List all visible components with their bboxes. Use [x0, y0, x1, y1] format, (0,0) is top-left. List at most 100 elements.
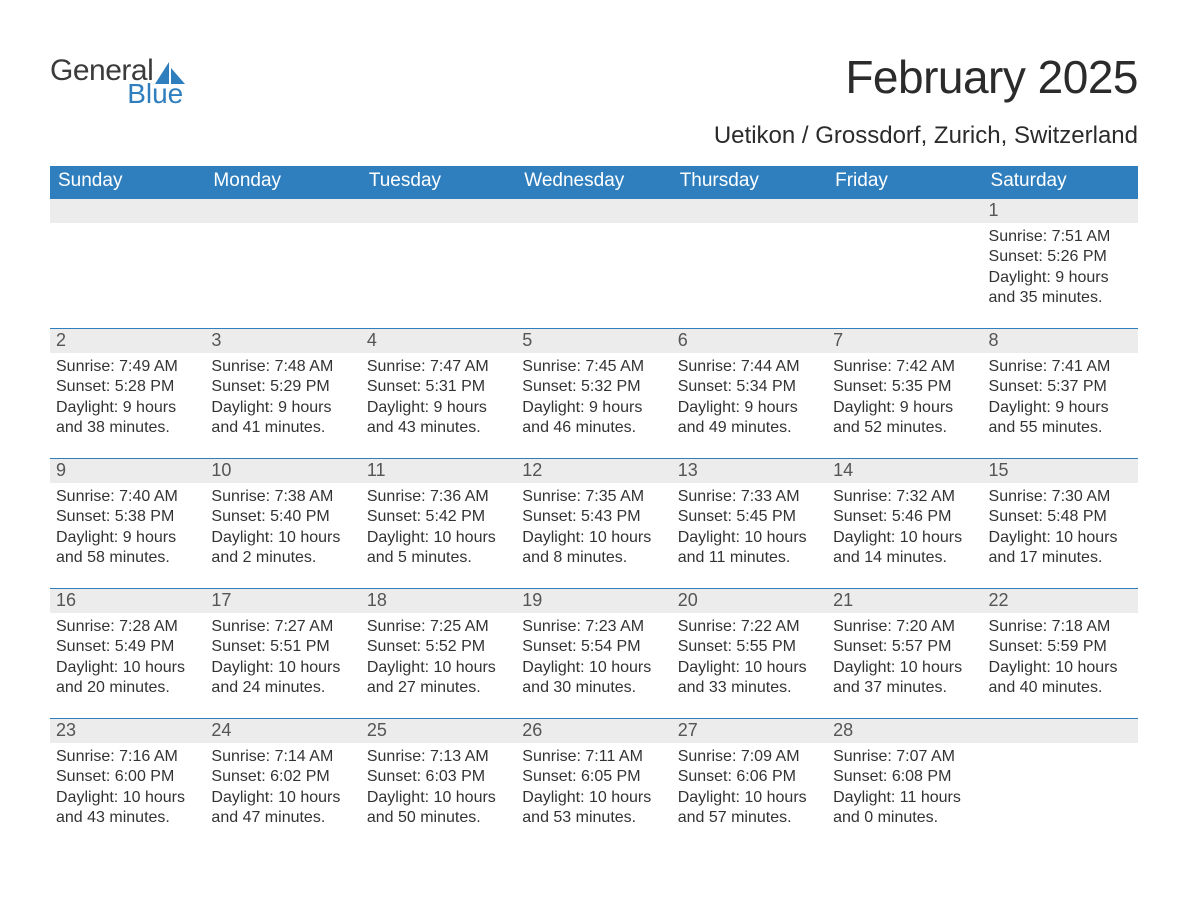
daylight-text: Daylight: 10 hours and 17 minutes. [989, 528, 1132, 569]
calendar-day-cell: 3Sunrise: 7:48 AMSunset: 5:29 PMDaylight… [205, 329, 360, 459]
month-title: February 2025 [714, 50, 1138, 104]
day-number-bar: 13 [672, 459, 827, 483]
sunrise-text: Sunrise: 7:44 AM [678, 357, 821, 377]
sunset-text: Sunset: 5:55 PM [678, 637, 821, 657]
day-body: Sunrise: 7:25 AMSunset: 5:52 PMDaylight:… [361, 613, 516, 705]
sunrise-text: Sunrise: 7:22 AM [678, 617, 821, 637]
daylight-text: Daylight: 10 hours and 5 minutes. [367, 528, 510, 569]
calendar-day-cell: 13Sunrise: 7:33 AMSunset: 5:45 PMDayligh… [672, 459, 827, 589]
calendar-day-cell: 24Sunrise: 7:14 AMSunset: 6:02 PMDayligh… [205, 719, 360, 849]
sunrise-text: Sunrise: 7:14 AM [211, 747, 354, 767]
daylight-text: Daylight: 10 hours and 11 minutes. [678, 528, 821, 569]
calendar-day-cell: 7 Sunrise: 7:42 AMSunset: 5:35 PMDaylight… [827, 329, 982, 459]
calendar-day-cell: 2Sunrise: 7:49 AMSunset: 5:28 PMDaylight… [50, 329, 205, 459]
sunrise-text: Sunrise: 7:38 AM [211, 487, 354, 507]
calendar-day-cell: 15Sunrise: 7:30 AMSunset: 5:48 PMDayligh… [983, 459, 1138, 589]
weekday-header: Monday [205, 166, 360, 199]
day-body: Sunrise: 7:13 AMSunset: 6:03 PMDaylight:… [361, 743, 516, 835]
day-body: Sunrise: 7:28 AMSunset: 5:49 PMDaylight:… [50, 613, 205, 705]
calendar-week-row: 16Sunrise: 7:28 AMSunset: 5:49 PMDayligh… [50, 589, 1138, 719]
day-number-bar: 21 [827, 589, 982, 613]
day-body: Sunrise: 7:14 AMSunset: 6:02 PMDaylight:… [205, 743, 360, 835]
sunrise-text: Sunrise: 7:11 AM [522, 747, 665, 767]
day-body: Sunrise: 7:49 AMSunset: 5:28 PMDaylight:… [50, 353, 205, 445]
calendar-body: 1Sunrise: 7:51 AMSunset: 5:26 PMDaylight… [50, 199, 1138, 849]
sunrise-text: Sunrise: 7:27 AM [211, 617, 354, 637]
daylight-text: Daylight: 9 hours and 35 minutes. [989, 268, 1132, 309]
sunrise-text: Sunrise: 7:30 AM [989, 487, 1132, 507]
daylight-text: Daylight: 10 hours and 2 minutes. [211, 528, 354, 569]
day-number-bar [516, 199, 671, 223]
weekday-header-row: SundayMondayTuesdayWednesdayThursdayFrid… [50, 166, 1138, 199]
day-number-bar [983, 719, 1138, 743]
sunset-text: Sunset: 5:42 PM [367, 507, 510, 527]
sunrise-text: Sunrise: 7:42 AM [833, 357, 976, 377]
weekday-header: Sunday [50, 166, 205, 199]
sunset-text: Sunset: 5:32 PM [522, 377, 665, 397]
sunrise-text: Sunrise: 7:51 AM [989, 227, 1132, 247]
day-number-bar: 9 [50, 459, 205, 483]
day-body: Sunrise: 7:36 AMSunset: 5:42 PMDaylight:… [361, 483, 516, 575]
daylight-text: Daylight: 10 hours and 27 minutes. [367, 658, 510, 699]
calendar-day-cell: 4Sunrise: 7:47 AMSunset: 5:31 PMDaylight… [361, 329, 516, 459]
weekday-header: Friday [827, 166, 982, 199]
day-number-bar [205, 199, 360, 223]
weekday-header: Saturday [983, 166, 1138, 199]
sunset-text: Sunset: 5:35 PM [833, 377, 976, 397]
calendar-day-cell: 8Sunrise: 7:41 AMSunset: 5:37 PMDaylight… [983, 329, 1138, 459]
sunrise-text: Sunrise: 7:45 AM [522, 357, 665, 377]
logo: General Blue [50, 50, 185, 108]
day-body: Sunrise: 7:09 AMSunset: 6:06 PMDaylight:… [672, 743, 827, 835]
daylight-text: Daylight: 10 hours and 43 minutes. [56, 788, 199, 829]
calendar-day-cell [361, 199, 516, 329]
sunset-text: Sunset: 6:05 PM [522, 767, 665, 787]
calendar-day-cell: 10Sunrise: 7:38 AMSunset: 5:40 PMDayligh… [205, 459, 360, 589]
daylight-text: Daylight: 9 hours and 46 minutes. [522, 398, 665, 439]
day-number-bar: 2 [50, 329, 205, 353]
location-subtitle: Uetikon / Grossdorf, Zurich, Switzerland [714, 122, 1138, 150]
day-body: Sunrise: 7:16 AMSunset: 6:00 PMDaylight:… [50, 743, 205, 835]
header-row: General Blue February 2025 Uetikon / Gro… [50, 50, 1138, 158]
sunrise-text: Sunrise: 7:41 AM [989, 357, 1132, 377]
daylight-text: Daylight: 9 hours and 41 minutes. [211, 398, 354, 439]
day-number-bar: 6 [672, 329, 827, 353]
sunrise-text: Sunrise: 7:33 AM [678, 487, 821, 507]
day-number-bar [827, 199, 982, 223]
day-number-bar: 18 [361, 589, 516, 613]
day-number-bar: 25 [361, 719, 516, 743]
calendar-day-cell [516, 199, 671, 329]
calendar-day-cell [205, 199, 360, 329]
calendar-week-row: 23Sunrise: 7:16 AMSunset: 6:00 PMDayligh… [50, 719, 1138, 849]
sunset-text: Sunset: 5:31 PM [367, 377, 510, 397]
sunset-text: Sunset: 5:51 PM [211, 637, 354, 657]
daylight-text: Daylight: 10 hours and 47 minutes. [211, 788, 354, 829]
sunset-text: Sunset: 5:46 PM [833, 507, 976, 527]
day-number-bar: 28 [827, 719, 982, 743]
logo-word-blue: Blue [50, 80, 185, 108]
day-number-bar: 14 [827, 459, 982, 483]
day-number-bar: 27 [672, 719, 827, 743]
day-number-bar: 22 [983, 589, 1138, 613]
day-number-bar: 16 [50, 589, 205, 613]
day-number-bar [50, 199, 205, 223]
sunrise-text: Sunrise: 7:36 AM [367, 487, 510, 507]
sunrise-text: Sunrise: 7:16 AM [56, 747, 199, 767]
sunrise-text: Sunrise: 7:25 AM [367, 617, 510, 637]
day-body: Sunrise: 7:47 AMSunset: 5:31 PMDaylight:… [361, 353, 516, 445]
weekday-header: Wednesday [516, 166, 671, 199]
day-body: Sunrise: 7:33 AMSunset: 5:45 PMDaylight:… [672, 483, 827, 575]
day-body: Sunrise: 7:48 AMSunset: 5:29 PMDaylight:… [205, 353, 360, 445]
day-body: Sunrise: 7:45 AMSunset: 5:32 PMDaylight:… [516, 353, 671, 445]
daylight-text: Daylight: 11 hours and 0 minutes. [833, 788, 976, 829]
calendar-day-cell: 19Sunrise: 7:23 AMSunset: 5:54 PMDayligh… [516, 589, 671, 719]
daylight-text: Daylight: 9 hours and 52 minutes. [833, 398, 976, 439]
day-body: Sunrise: 7:32 AMSunset: 5:46 PMDaylight:… [827, 483, 982, 575]
day-body: Sunrise: 7:22 AMSunset: 5:55 PMDaylight:… [672, 613, 827, 705]
daylight-text: Daylight: 10 hours and 24 minutes. [211, 658, 354, 699]
calendar-day-cell: 26Sunrise: 7:11 AMSunset: 6:05 PMDayligh… [516, 719, 671, 849]
day-body: Sunrise: 7:44 AMSunset: 5:34 PMDaylight:… [672, 353, 827, 445]
day-number-bar: 7 [827, 329, 982, 353]
sunset-text: Sunset: 6:03 PM [367, 767, 510, 787]
sunset-text: Sunset: 5:59 PM [989, 637, 1132, 657]
sunrise-text: Sunrise: 7:07 AM [833, 747, 976, 767]
